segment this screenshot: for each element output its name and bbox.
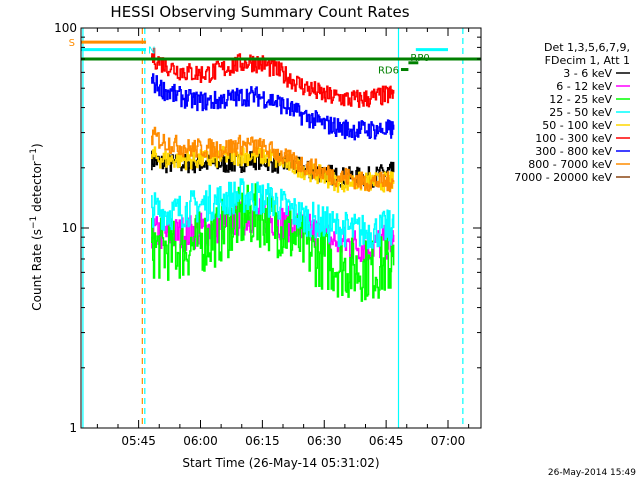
plot-area: [81, 28, 481, 428]
legend-label: 3 - 6 keV: [563, 67, 612, 80]
y-title-sup1: −1: [29, 216, 39, 229]
chart-title: HESSI Observing Summary Count Rates: [110, 3, 409, 21]
y-tick-label: 1: [69, 421, 77, 435]
y-title-main: Count Rate (s: [30, 229, 44, 311]
x-tick-label: 06:30: [307, 434, 342, 448]
x-tick-label: 07:00: [431, 434, 466, 448]
x-tick-label: 06:00: [183, 434, 218, 448]
y-title-sup2: −1: [29, 148, 39, 161]
y-title-end: ): [30, 143, 44, 148]
legend-header: FDecim 1, Att 1: [545, 54, 630, 67]
state-label: RP0: [410, 53, 429, 64]
legend: Det 1,3,5,6,7,9,FDecim 1, Att 13 - 6 keV…: [514, 41, 630, 184]
state-label: S: [69, 38, 75, 49]
legend-header: Det 1,3,5,6,7,9,: [544, 41, 630, 54]
series-line: [151, 183, 395, 302]
series-line: [151, 126, 395, 193]
legend-label: 800 - 7000 keV: [528, 158, 612, 171]
series-line: [151, 145, 395, 193]
legend-label: 100 - 300 keV: [535, 132, 612, 145]
legend-label: 6 - 12 keV: [556, 80, 612, 93]
axes: S N RD6 RP0 05:45 06:00 06:15 06:30 06:45 07:00 1 1…: [54, 21, 482, 448]
x-axis-title: Start Time (26-May-14 05:31:02): [182, 456, 379, 470]
y-axis-title: Count Rate (s−1 detector−1): [29, 143, 44, 310]
y-title-mid: detector: [30, 161, 44, 216]
series-line: [151, 178, 395, 250]
state-label: N: [148, 46, 155, 57]
timestamp: 26-May-2014 15:49: [548, 468, 636, 478]
x-tick-label: 06:45: [369, 434, 404, 448]
series-line: [151, 73, 395, 141]
legend-label: 7000 - 20000 keV: [514, 171, 612, 184]
x-tick-label: 05:45: [121, 434, 156, 448]
legend-label: 300 - 800 keV: [535, 145, 612, 158]
state-label: RD6: [378, 66, 399, 77]
y-tick-label: 10: [62, 221, 77, 235]
legend-label: 50 - 100 keV: [542, 119, 612, 132]
x-tick-label: 06:15: [245, 434, 280, 448]
legend-label: 25 - 50 keV: [549, 106, 612, 119]
series-line: [151, 47, 395, 108]
y-tick-label: 100: [54, 21, 77, 35]
legend-label: 12 - 25 keV: [549, 93, 612, 106]
